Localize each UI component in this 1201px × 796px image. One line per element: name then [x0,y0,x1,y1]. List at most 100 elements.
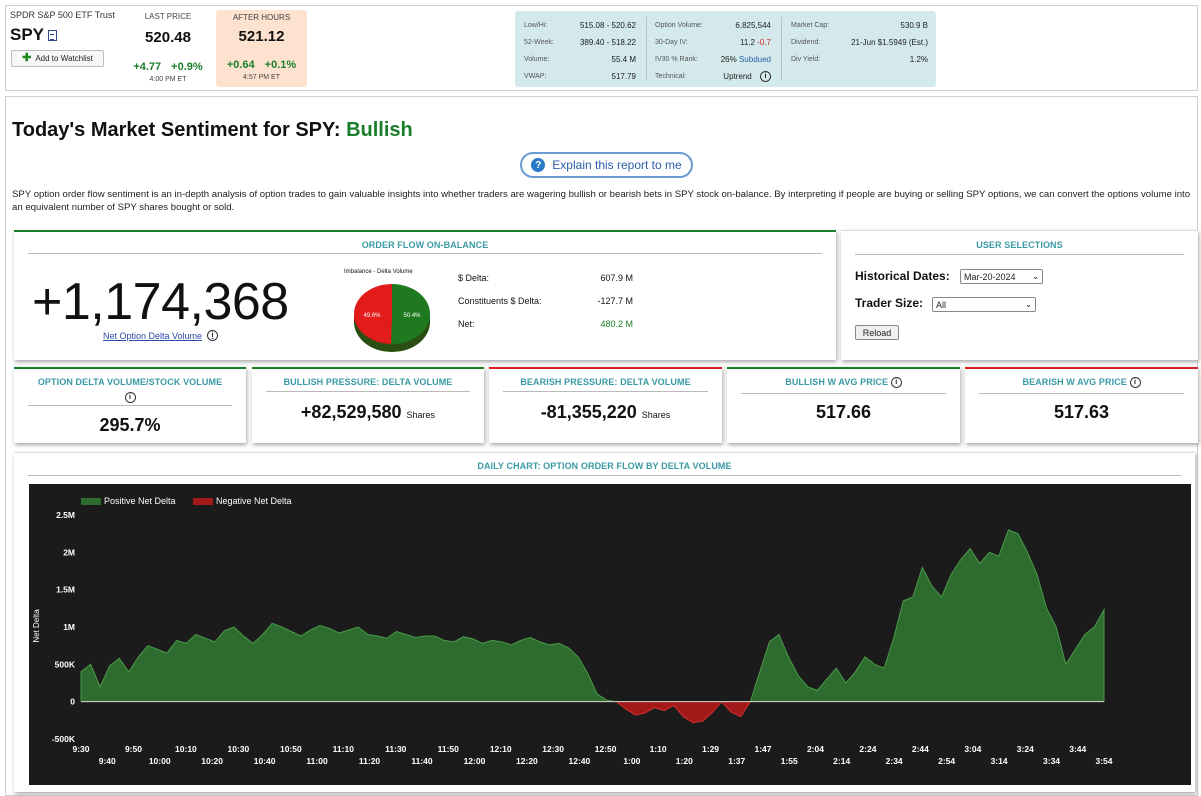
title-text: BULLISH W AVG PRICE [785,377,889,387]
after-hours-price: 521.12 [238,28,285,45]
stat-row: VWAP: 517.79 [524,68,636,85]
pie-slice-red [354,284,392,344]
x-tick-label: 11:30 [385,744,407,754]
x-tick-label: 1:37 [728,756,745,766]
delta-value: 607.9 M [600,273,633,283]
y-tick-label: 2M [63,547,75,557]
y-tick-label: 1M [63,622,75,632]
stat-row: Option Volume: 6,825,544 [655,17,771,34]
question-icon: ? [531,158,546,172]
x-tick-label: 12:20 [516,756,538,766]
trader-size-select[interactable]: All ⌄ [932,297,1036,312]
stat-value: 1.2% [909,55,928,64]
divider [503,391,708,392]
stat-row: 30-Day IV: 11.2 -0.7 [655,34,771,51]
x-tick-label: 9:50 [125,744,142,754]
iv-value: 11.2 [739,38,755,47]
sentiment-label: Bullish [346,119,413,141]
order-flow-chart[interactable]: Positive Net Delta Negative Net Delta Ne… [29,484,1191,785]
stat-value: 530.9 B [900,21,928,30]
x-tick-label: 3:14 [991,756,1008,766]
y-axis-ticks: 2.5M 2M 1.5M 1M 500K 0 -500K [52,510,76,744]
x-tick-label: 10:20 [201,756,223,766]
explain-report-button[interactable]: ? Explain this report to me [520,152,693,178]
daily-chart-card: DAILY CHART: OPTION ORDER FLOW BY DELTA … [14,452,1195,792]
stat-label: VWAP: [524,73,547,80]
legend-negative[interactable]: Negative Net Delta [216,496,292,506]
x-tick-label: 10:50 [280,744,302,754]
user-selections-card: USER SELECTIONS Historical Dates: Mar-20… [841,230,1198,360]
reload-button[interactable]: Reload [855,325,899,340]
stat-label: Technical: [655,73,687,80]
x-tick-label: 2:24 [859,744,876,754]
y-tick-label: 1.5M [56,585,75,595]
stats-col-2: Option Volume: 6,825,544 30-Day IV: 11.2 -… [655,17,771,85]
metric-number: -81,355,220 [540,402,637,422]
explain-label: Explain this report to me [552,158,682,172]
y-tick-label: 500K [55,659,76,669]
stat-row: Volume: 55.4 M [524,51,636,68]
historical-dates-select[interactable]: Mar-20-2024 ⌄ [960,269,1043,284]
delta-row: Net: 480.2 M [458,319,633,329]
last-price-value: 520.48 [145,29,191,46]
stat-label: Market Cap: [791,22,830,29]
x-tick-label: 1:55 [781,756,798,766]
pie-green-label: 50.4% [403,313,421,319]
x-tick-label: 11:40 [411,756,433,766]
x-tick-label: 10:30 [228,744,250,754]
delta-row: $ Delta: 607.9 M [458,273,633,283]
divider [28,253,822,254]
positive-net-delta-area[interactable] [80,529,1105,723]
stat-label: Low/Hi: [524,22,548,29]
watchlist-label: Add to Watchlist [35,54,93,63]
info-icon[interactable]: i [124,392,136,404]
card-title: BULLISH PRESSURE: DELTA VOLUME [283,377,453,387]
after-change-percent: +0.1% [264,59,297,71]
stat-label: Dividend: [791,39,821,46]
stat-row: Technical: Uptrend i [655,68,771,85]
select-value: All [936,299,947,310]
stat-label: 30-Day IV: [655,39,688,46]
divider [28,405,232,406]
net-volume-value: +1,174,368 [32,273,289,331]
x-tick-label: 12:40 [569,756,591,766]
x-tick-label: 11:20 [359,756,381,766]
stat-value: 389.40 - 518.22 [579,38,636,47]
stat-label: Option Volume: [655,22,703,29]
plus-icon: ✚ [22,52,32,64]
metric-value: 517.66 [815,402,872,422]
x-tick-label: 3:24 [1017,744,1034,754]
column-divider [646,17,647,81]
add-to-watchlist-button[interactable]: ✚ Add to Watchlist [11,50,104,67]
info-icon[interactable]: i [1129,377,1141,389]
legend-positive[interactable]: Positive Net Delta [104,496,176,506]
chart-legend: Positive Net Delta Negative Net Delta [81,496,292,506]
column-divider [781,17,782,81]
metric-card-bearish-pressure: BEARISH PRESSURE: DELTA VOLUME -81,355,2… [489,367,722,443]
x-tick-label: 9:30 [72,744,89,754]
info-icon[interactable]: i [207,330,219,341]
x-tick-label: 10:40 [254,756,276,766]
y-tick-label: -500K [52,734,76,744]
x-tick-label: 11:10 [333,744,355,754]
stat-value: 21-Jun $1.5949 (Est.) [851,38,928,47]
info-icon[interactable]: i [760,71,771,83]
report-description: SPY option order flow sentiment is an in… [12,189,1191,213]
card-title: ORDER FLOW ON-BALANCE [361,240,489,250]
delta-label: Constituents $ Delta: [458,296,542,306]
iv-rank-value: 26% [720,55,737,64]
ticker-box: SPDR S&P 500 ETF Trust SPY [10,10,130,45]
stat-row: Div Yield: 1.2% [791,51,928,68]
net-option-delta-link[interactable]: Net Option Delta Volume i [103,330,219,341]
document-icon[interactable] [48,29,58,41]
select-value: Mar-20-2024 [964,271,1016,282]
stat-value: Uptrend i [723,68,771,85]
x-tick-label: 12:30 [542,744,564,754]
x-tick-label: 9:40 [99,756,116,766]
last-price-time: 4:00 PM ET [149,76,187,83]
stat-label: Volume: [524,56,550,63]
metric-value: 517.63 [1053,402,1110,422]
change-value: +4.77 [133,61,162,73]
x-tick-label: 3:44 [1069,744,1086,754]
info-icon[interactable]: i [890,377,902,389]
